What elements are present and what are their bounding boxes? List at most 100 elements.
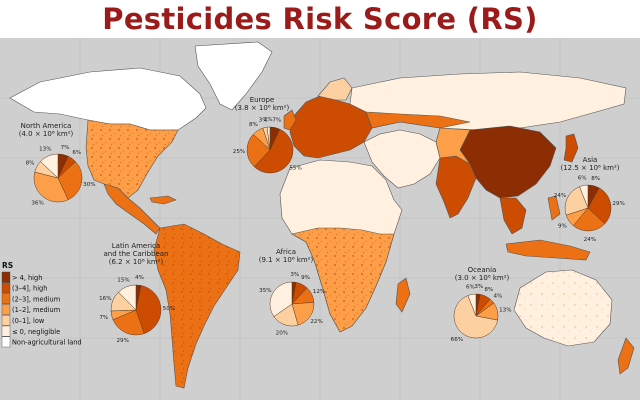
pie-percent-label: 9%: [558, 223, 567, 229]
region-name-line2: and the Caribbean: [103, 250, 168, 258]
pie-slice-medium12: [33, 171, 69, 203]
pie-percent-label: 25%: [233, 149, 245, 155]
pie-percent-label: 4%: [135, 275, 144, 281]
region-name: Europe: [250, 96, 275, 104]
pie-percent-label: 6%: [578, 176, 587, 182]
legend-item-medium12: (1–2], medium: [1, 304, 60, 315]
pie-percent-label: 8%: [591, 176, 600, 182]
japan: [563, 133, 579, 163]
legend-swatch: [1, 282, 11, 294]
pie-percent-label: 55%: [289, 165, 301, 171]
pie-percent-label: 20%: [276, 330, 288, 336]
legend: RS > 4, high (3–4], high (2–3], medium (1–2…: [1, 261, 82, 348]
pie-percent-label: 13%: [499, 308, 511, 314]
legend-label: (0–1], low: [12, 317, 45, 325]
legend-label: ≤ 0, negligible: [12, 328, 60, 336]
region-name: Latin America: [112, 242, 160, 250]
region-oceania: Oceania(3.0 × 10⁶ km²) 3% 8%4% 13% 66% 6%: [451, 266, 512, 343]
greenland: [194, 41, 273, 111]
russia-farmland: [365, 111, 471, 129]
region-europe: Europe(3.8 × 10⁶ km²) 7% 55% 25% 8%3%2%: [233, 96, 302, 174]
east-asia: [459, 125, 557, 199]
map-panel: North America (4.0 × 10⁶ km²) 7% 6% 30% 36% 8%…: [0, 38, 640, 400]
region-area: (3.0 × 10⁶ km²): [455, 274, 510, 282]
pie-percent-label: 35%: [259, 288, 271, 294]
scandinavia: [317, 77, 353, 101]
legend-swatch: [1, 325, 11, 337]
pie-percent-label: 6%: [466, 285, 475, 291]
pie-percent-label: 4%: [493, 294, 502, 300]
pie-slice-negligible: [266, 126, 271, 151]
pie-percent-label: 8%: [26, 161, 35, 167]
central-america: [103, 183, 161, 235]
india: [435, 155, 477, 219]
pie-slice-negligible: [467, 293, 477, 317]
region-africa: Africa(9.1 × 10⁶ km²) 3%9% 12% 22% 20% 35%: [259, 248, 325, 336]
world-map: North America(4.0 × 10⁶ km²)7%6%30%36%8%…: [0, 38, 640, 400]
pie-percent-label: 16%: [99, 296, 111, 302]
australia-speckle: [514, 270, 612, 346]
pie-percent-label: 8%: [249, 122, 258, 128]
pie-percent-label: 9%: [301, 275, 310, 281]
pie-percent-label: 7%: [99, 315, 108, 321]
pie-percent-label: 24%: [584, 237, 596, 243]
philippines: [547, 195, 561, 221]
region-pies: North America(4.0 × 10⁶ km²)7%6%30%36%8%…: [19, 96, 625, 344]
region-name: Oceania: [468, 266, 497, 274]
north-america-north: [9, 67, 207, 131]
legend-swatch: [1, 304, 11, 315]
pie-percent-label: 36%: [31, 201, 43, 207]
pie-percent-label: 3%: [474, 284, 483, 290]
new-zealand: [617, 337, 635, 375]
legend-label: (2–3], medium: [12, 295, 60, 303]
madagascar: [395, 277, 411, 313]
pie-percent-label: 22%: [310, 319, 322, 325]
pie-percent-label: 29%: [612, 201, 624, 207]
east-asia-west: [435, 127, 471, 165]
region-north-america: North America(4.0 × 10⁶ km²) 7%6% 30% 36% 8%…: [19, 122, 96, 207]
legend-swatch: [1, 336, 11, 348]
pie-percent-label: 24%: [554, 193, 566, 199]
region-name: Asia: [583, 156, 598, 164]
region-area: (3.8 × 10⁶ km²): [235, 104, 290, 112]
region-area: (4.0 × 10⁶ km²): [19, 130, 74, 138]
legend-items: > 4, high (3–4], high (2–3], medium (1–2], …: [1, 271, 82, 348]
africa-speckle: [292, 228, 394, 332]
legend-label: (3–4], high: [12, 285, 47, 293]
pie-slice-high34: [587, 187, 612, 225]
pie-percent-label: 3%: [290, 272, 299, 278]
page-title: Pesticides Risk Score (RS): [102, 2, 538, 36]
pie-slice-negligible: [40, 153, 59, 179]
pie-percent-label: 7%: [61, 145, 70, 151]
pie-percent-label: 8%: [484, 287, 493, 293]
pie-slice-negligible: [579, 184, 589, 209]
legend-item-negligible: ≤ 0, negligible: [1, 325, 60, 337]
indonesia: [505, 239, 591, 261]
pie-percent-label: 50%: [163, 306, 175, 312]
uk: [283, 109, 297, 131]
middle-east: [363, 129, 441, 189]
legend-label: (1–2], medium: [12, 306, 60, 314]
pie-percent-label: 6%: [72, 150, 81, 156]
region-name: Africa: [276, 248, 296, 256]
pie-slice-high34: [253, 128, 294, 174]
pie-percent-label: 7%: [272, 118, 281, 124]
south-america-speckle: [154, 224, 240, 388]
legend-swatch: [1, 315, 11, 326]
pie-slice-negligible: [118, 284, 137, 311]
pie-percent-label: 3%: [259, 118, 268, 124]
legend-swatch: [1, 271, 11, 283]
pie-slice-medium23: [246, 133, 271, 168]
pie-percent-label: 2%: [264, 117, 273, 123]
caribbean: [149, 195, 177, 205]
pie-slice-medium23: [572, 207, 606, 232]
pie-percent-label: 29%: [116, 338, 128, 344]
pie-percent-label: 12%: [313, 289, 325, 295]
pie-percent-label: 30%: [83, 182, 95, 188]
legend-label: > 4, high: [12, 274, 42, 282]
legend-item-non_agricultural: Non-agricultural land: [1, 336, 82, 348]
pie-slice-medium23: [112, 309, 145, 336]
legend-item-high4: > 4, high: [1, 271, 42, 283]
